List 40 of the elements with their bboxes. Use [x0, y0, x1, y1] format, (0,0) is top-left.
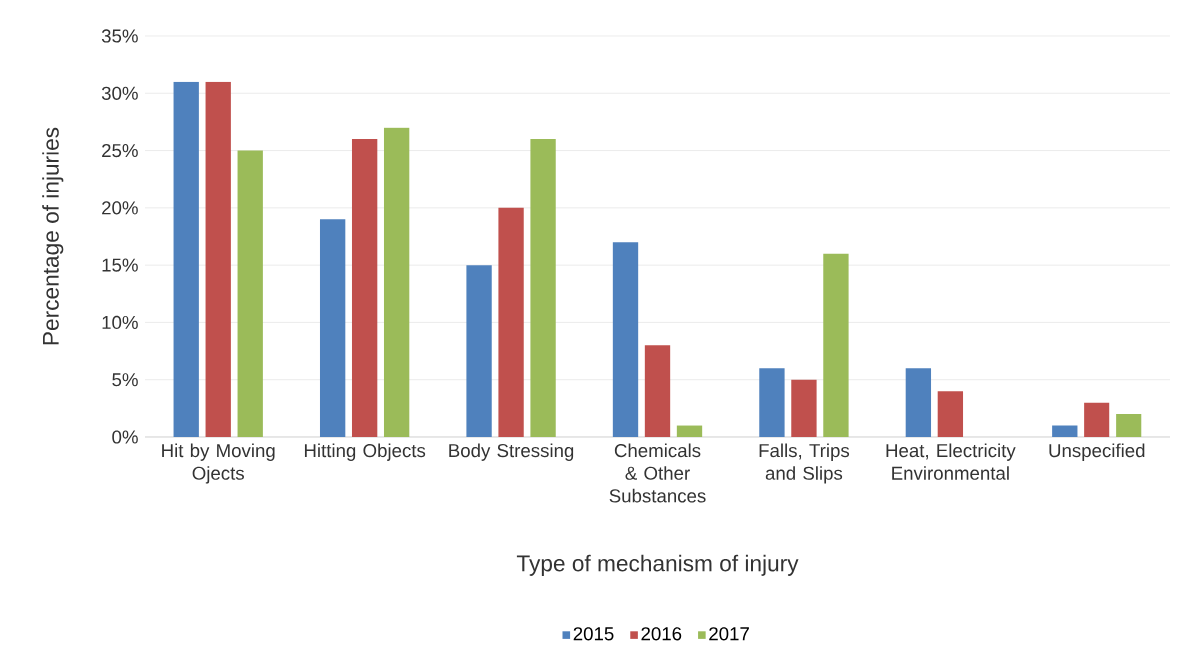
- x-tick-label: Unspecified: [1049, 443, 1145, 461]
- bar: [612, 242, 639, 437]
- bar: [383, 127, 410, 437]
- bar: [905, 368, 932, 437]
- y-tick-label: 0%: [112, 430, 138, 444]
- bar: [466, 265, 492, 437]
- legend-label: 2016: [641, 627, 682, 641]
- bar: [1084, 402, 1110, 437]
- bar: [759, 368, 785, 437]
- y-tick-label: 15%: [102, 258, 138, 272]
- bar: [498, 207, 524, 437]
- y-tick-label: 30%: [101, 86, 138, 100]
- bar: [319, 219, 346, 437]
- bar: [644, 345, 671, 437]
- legend-label: 2015: [573, 627, 614, 641]
- bar: [237, 150, 263, 437]
- legend-label: 2017: [709, 627, 749, 641]
- bar: [937, 391, 964, 437]
- x-tick-label: Body Stressing: [449, 443, 574, 461]
- bar: [530, 139, 556, 437]
- bar: [791, 379, 817, 437]
- bar: [351, 139, 378, 437]
- y-tick-label: 25%: [102, 143, 138, 158]
- bar: [1116, 414, 1142, 437]
- y-tick-label: 5%: [112, 373, 138, 387]
- bar: [676, 425, 703, 437]
- y-axis-title: Percentage of injuries: [42, 127, 64, 345]
- bar: [173, 81, 199, 437]
- y-tick-label: 10%: [102, 315, 138, 330]
- x-axis-title: Type of mechanism of injury: [516, 554, 799, 576]
- x-tick-label: Falls, Trips and Slips: [759, 443, 850, 484]
- y-tick-label: 20%: [102, 201, 138, 215]
- bar: [205, 81, 231, 437]
- x-tick-label: Heat, Electricity Environmental: [886, 443, 1016, 480]
- y-tick-label: 35%: [101, 29, 138, 43]
- x-tick-label: Hit by Moving Ojects: [162, 443, 275, 484]
- x-tick-label: Hitting Objects: [304, 443, 426, 461]
- bar: [1052, 425, 1078, 437]
- x-tick-label: Chemicals & Other Substances: [609, 443, 706, 503]
- bar: [823, 253, 849, 437]
